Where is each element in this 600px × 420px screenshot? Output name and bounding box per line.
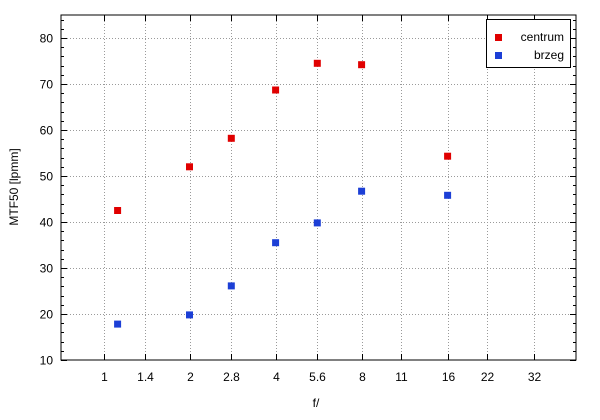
y-tick-label: 40 bbox=[40, 216, 54, 230]
data-point-brzeg bbox=[358, 187, 366, 195]
legend: centrum brzeg bbox=[486, 19, 571, 68]
data-point-centrum bbox=[313, 59, 321, 67]
data-point-brzeg bbox=[444, 191, 452, 199]
y-axis-label: MTF50 [lpmm] bbox=[7, 148, 21, 225]
data-point-centrum bbox=[186, 163, 193, 171]
x-tick-label: 4 bbox=[273, 370, 280, 384]
x-tick-label: 5.6 bbox=[309, 370, 326, 384]
x-tick-label: 1 bbox=[101, 370, 108, 384]
data-point-brzeg bbox=[272, 239, 280, 247]
data-point-centrum bbox=[444, 152, 452, 160]
y-tick-label: 10 bbox=[40, 354, 54, 368]
data-point-centrum bbox=[227, 134, 235, 142]
x-tick-label: 32 bbox=[528, 370, 542, 384]
data-point-centrum bbox=[272, 86, 280, 94]
y-tick-label: 60 bbox=[40, 124, 54, 138]
x-axis-label: f/ bbox=[313, 396, 320, 410]
plot-frame bbox=[60, 14, 577, 361]
data-point-centrum bbox=[114, 207, 122, 214]
x-tick-label: 2 bbox=[187, 370, 194, 384]
legend-swatch-brzeg bbox=[495, 52, 502, 59]
data-points bbox=[114, 59, 452, 328]
y-tick-label: 30 bbox=[40, 262, 54, 276]
legend-swatch-centrum bbox=[495, 34, 502, 41]
data-point-centrum bbox=[358, 61, 366, 69]
legend-box bbox=[486, 19, 571, 68]
x-tick-label: 2.8 bbox=[223, 370, 240, 384]
x-tick-label: 11 bbox=[395, 370, 408, 384]
y-tick-label: 50 bbox=[40, 170, 54, 184]
x-tick-label: 22 bbox=[481, 370, 495, 384]
y-tick-label: 20 bbox=[40, 308, 54, 322]
x-axis: 1 1.4 2 2.8 4 5.6 8 11 16 22 32 bbox=[101, 15, 541, 384]
y-tick-label: 70 bbox=[40, 78, 54, 92]
data-point-brzeg bbox=[114, 320, 122, 328]
data-point-brzeg bbox=[186, 311, 193, 319]
x-tick-label: 16 bbox=[442, 370, 456, 384]
legend-label-brzeg: brzeg bbox=[534, 48, 564, 62]
y-tick-label: 80 bbox=[40, 32, 54, 46]
x-tick-label: 8 bbox=[359, 370, 366, 384]
data-point-brzeg bbox=[227, 282, 235, 290]
plot-background bbox=[61, 15, 576, 360]
data-point-brzeg bbox=[313, 219, 321, 227]
x-tick-label: 1.4 bbox=[137, 370, 154, 384]
legend-label-centrum: centrum bbox=[521, 30, 564, 44]
